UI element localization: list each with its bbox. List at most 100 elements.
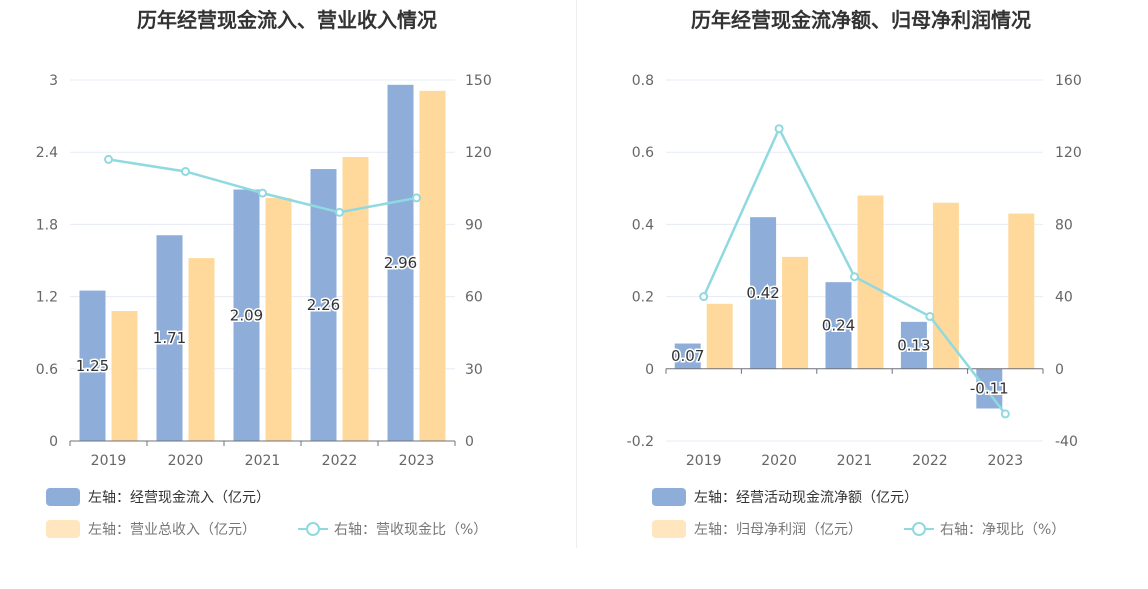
legend-line-icon (904, 521, 934, 537)
bar (674, 343, 701, 369)
data-label: 0.07 (671, 347, 704, 365)
legend-label: 左轴：经营活动现金流净额（亿元） (694, 490, 918, 506)
legend-swatch (652, 520, 686, 538)
legend-item-series-2[interactable]: 左轴：营业总收入（亿元） (46, 519, 256, 539)
bar (825, 282, 852, 369)
y-tick-right: 160 (1055, 73, 1082, 89)
chart-title: 历年经营现金流入、营业收入情况 (137, 8, 437, 32)
line-point (104, 154, 113, 164)
bar (782, 256, 809, 369)
x-tick-label: 2020 (168, 453, 204, 469)
data-label: 2.09 (230, 306, 263, 324)
data-label: 0.13 (897, 336, 930, 354)
bar (932, 202, 959, 369)
line-point (774, 124, 784, 134)
y-tick-left: 0.8 (632, 73, 654, 89)
legend-item-series-1[interactable]: 左轴：经营活动现金流净额（亿元） (652, 487, 918, 507)
data-label: 1.71 (153, 329, 186, 347)
line-series (702, 125, 1007, 415)
bar (310, 169, 337, 441)
legend-label: 左轴：营业总收入（亿元） (88, 522, 256, 538)
y-tick-left: 3 (49, 73, 58, 89)
chart-plot: -0.2 0 0.2 0.4 0.6 0.8 -40 0 40 80 120 160 2019 2020 2… (627, 73, 1082, 469)
y-tick-right: 120 (1055, 145, 1082, 161)
legend-line-icon (298, 521, 328, 537)
y-tick-right: -40 (1055, 434, 1078, 450)
x-tick-label: 2022 (912, 453, 948, 469)
bar (706, 303, 733, 369)
y-tick-right: 150 (465, 73, 492, 89)
line-point (850, 272, 859, 282)
x-tick-label: 2019 (686, 453, 722, 469)
line-point (925, 311, 935, 321)
bar (111, 311, 138, 441)
legend-label: 左轴：经营现金流入（亿元） (88, 490, 270, 506)
y-tick-left: 2.4 (36, 145, 58, 161)
bar (419, 90, 446, 441)
legend-swatch (652, 488, 686, 506)
y-tick-left: 0.6 (632, 145, 654, 161)
data-label: 2.96 (384, 254, 417, 272)
bar (342, 157, 369, 441)
y-tick-right: 90 (465, 217, 483, 233)
line-point (258, 188, 267, 198)
y-tick-left: 0.4 (632, 217, 654, 233)
bar (1008, 213, 1035, 369)
y-tick-right: 0 (1055, 362, 1064, 378)
legend-label: 右轴：净现比（%） (940, 522, 1066, 538)
y-tick-left: -0.2 (627, 434, 654, 450)
x-tick-label: 2021 (245, 453, 281, 469)
y-tick-right: 80 (1055, 217, 1073, 233)
line-point (181, 166, 190, 176)
line-point (412, 193, 421, 203)
data-label: 0.24 (822, 316, 855, 334)
legend-label: 右轴：营收现金比（%） (334, 522, 488, 538)
line-point (699, 292, 709, 302)
bar (976, 368, 1003, 409)
chart-title: 历年经营现金流净额、归母净利润情况 (691, 8, 1031, 32)
bar (79, 290, 106, 441)
legend-item-series-1[interactable]: 左轴：经营现金流入（亿元） (46, 487, 270, 507)
x-tick-label: 2023 (987, 453, 1023, 469)
y-tick-right: 120 (465, 145, 492, 161)
y-tick-right: 60 (465, 290, 483, 306)
x-tick-label: 2022 (322, 453, 358, 469)
x-tick-label: 2021 (837, 453, 873, 469)
x-tick-label: 2019 (91, 453, 127, 469)
bar (900, 321, 927, 369)
line-point (1000, 409, 1010, 419)
y-tick-left: 1.8 (36, 217, 58, 233)
chart-panel-cash-inflow: 历年经营现金流入、营业收入情况 0 0.6 1.2 1.8 2.4 3 0 30 60 90 120… (36, 8, 492, 539)
chart-panel-net-cash: 历年经营现金流净额、归母净利润情况 -0.2 0 0.2 0.4 0.6 0.8 -40 0 4… (574, 0, 1148, 589)
panel-divider (576, 0, 577, 548)
bar (156, 235, 183, 441)
legend-item-series-2[interactable]: 左轴：归母净利润（亿元） (652, 519, 862, 539)
y-tick-left: 0 (645, 362, 654, 378)
legend-item-series-3[interactable]: 右轴：净现比（%） (904, 519, 1065, 539)
y-tick-left: 0.6 (36, 362, 58, 378)
x-tick-label: 2023 (399, 453, 435, 469)
line-series (108, 158, 417, 214)
bar (233, 189, 260, 441)
y-tick-right: 30 (465, 362, 483, 378)
bar (265, 197, 292, 441)
y-tick-left: 1.2 (36, 290, 58, 306)
bar (188, 258, 215, 441)
bar (750, 217, 777, 369)
data-label: 1.25 (76, 357, 109, 375)
legend-item-series-3[interactable]: 右轴：营收现金比（%） (298, 519, 487, 539)
legend-swatch (46, 488, 80, 506)
data-label: 2.26 (307, 296, 340, 314)
data-label: 0.42 (746, 284, 779, 302)
bar (387, 84, 414, 442)
y-tick-right: 40 (1055, 290, 1073, 306)
legend-label: 左轴：归母净利润（亿元） (694, 522, 862, 538)
bar (857, 195, 884, 369)
y-tick-left: 0.2 (632, 290, 654, 306)
x-tick-label: 2020 (761, 453, 797, 469)
y-tick-left: 0 (49, 434, 58, 450)
y-tick-right: 0 (465, 434, 474, 450)
data-label: -0.11 (970, 380, 1009, 398)
legend-swatch (46, 520, 80, 538)
